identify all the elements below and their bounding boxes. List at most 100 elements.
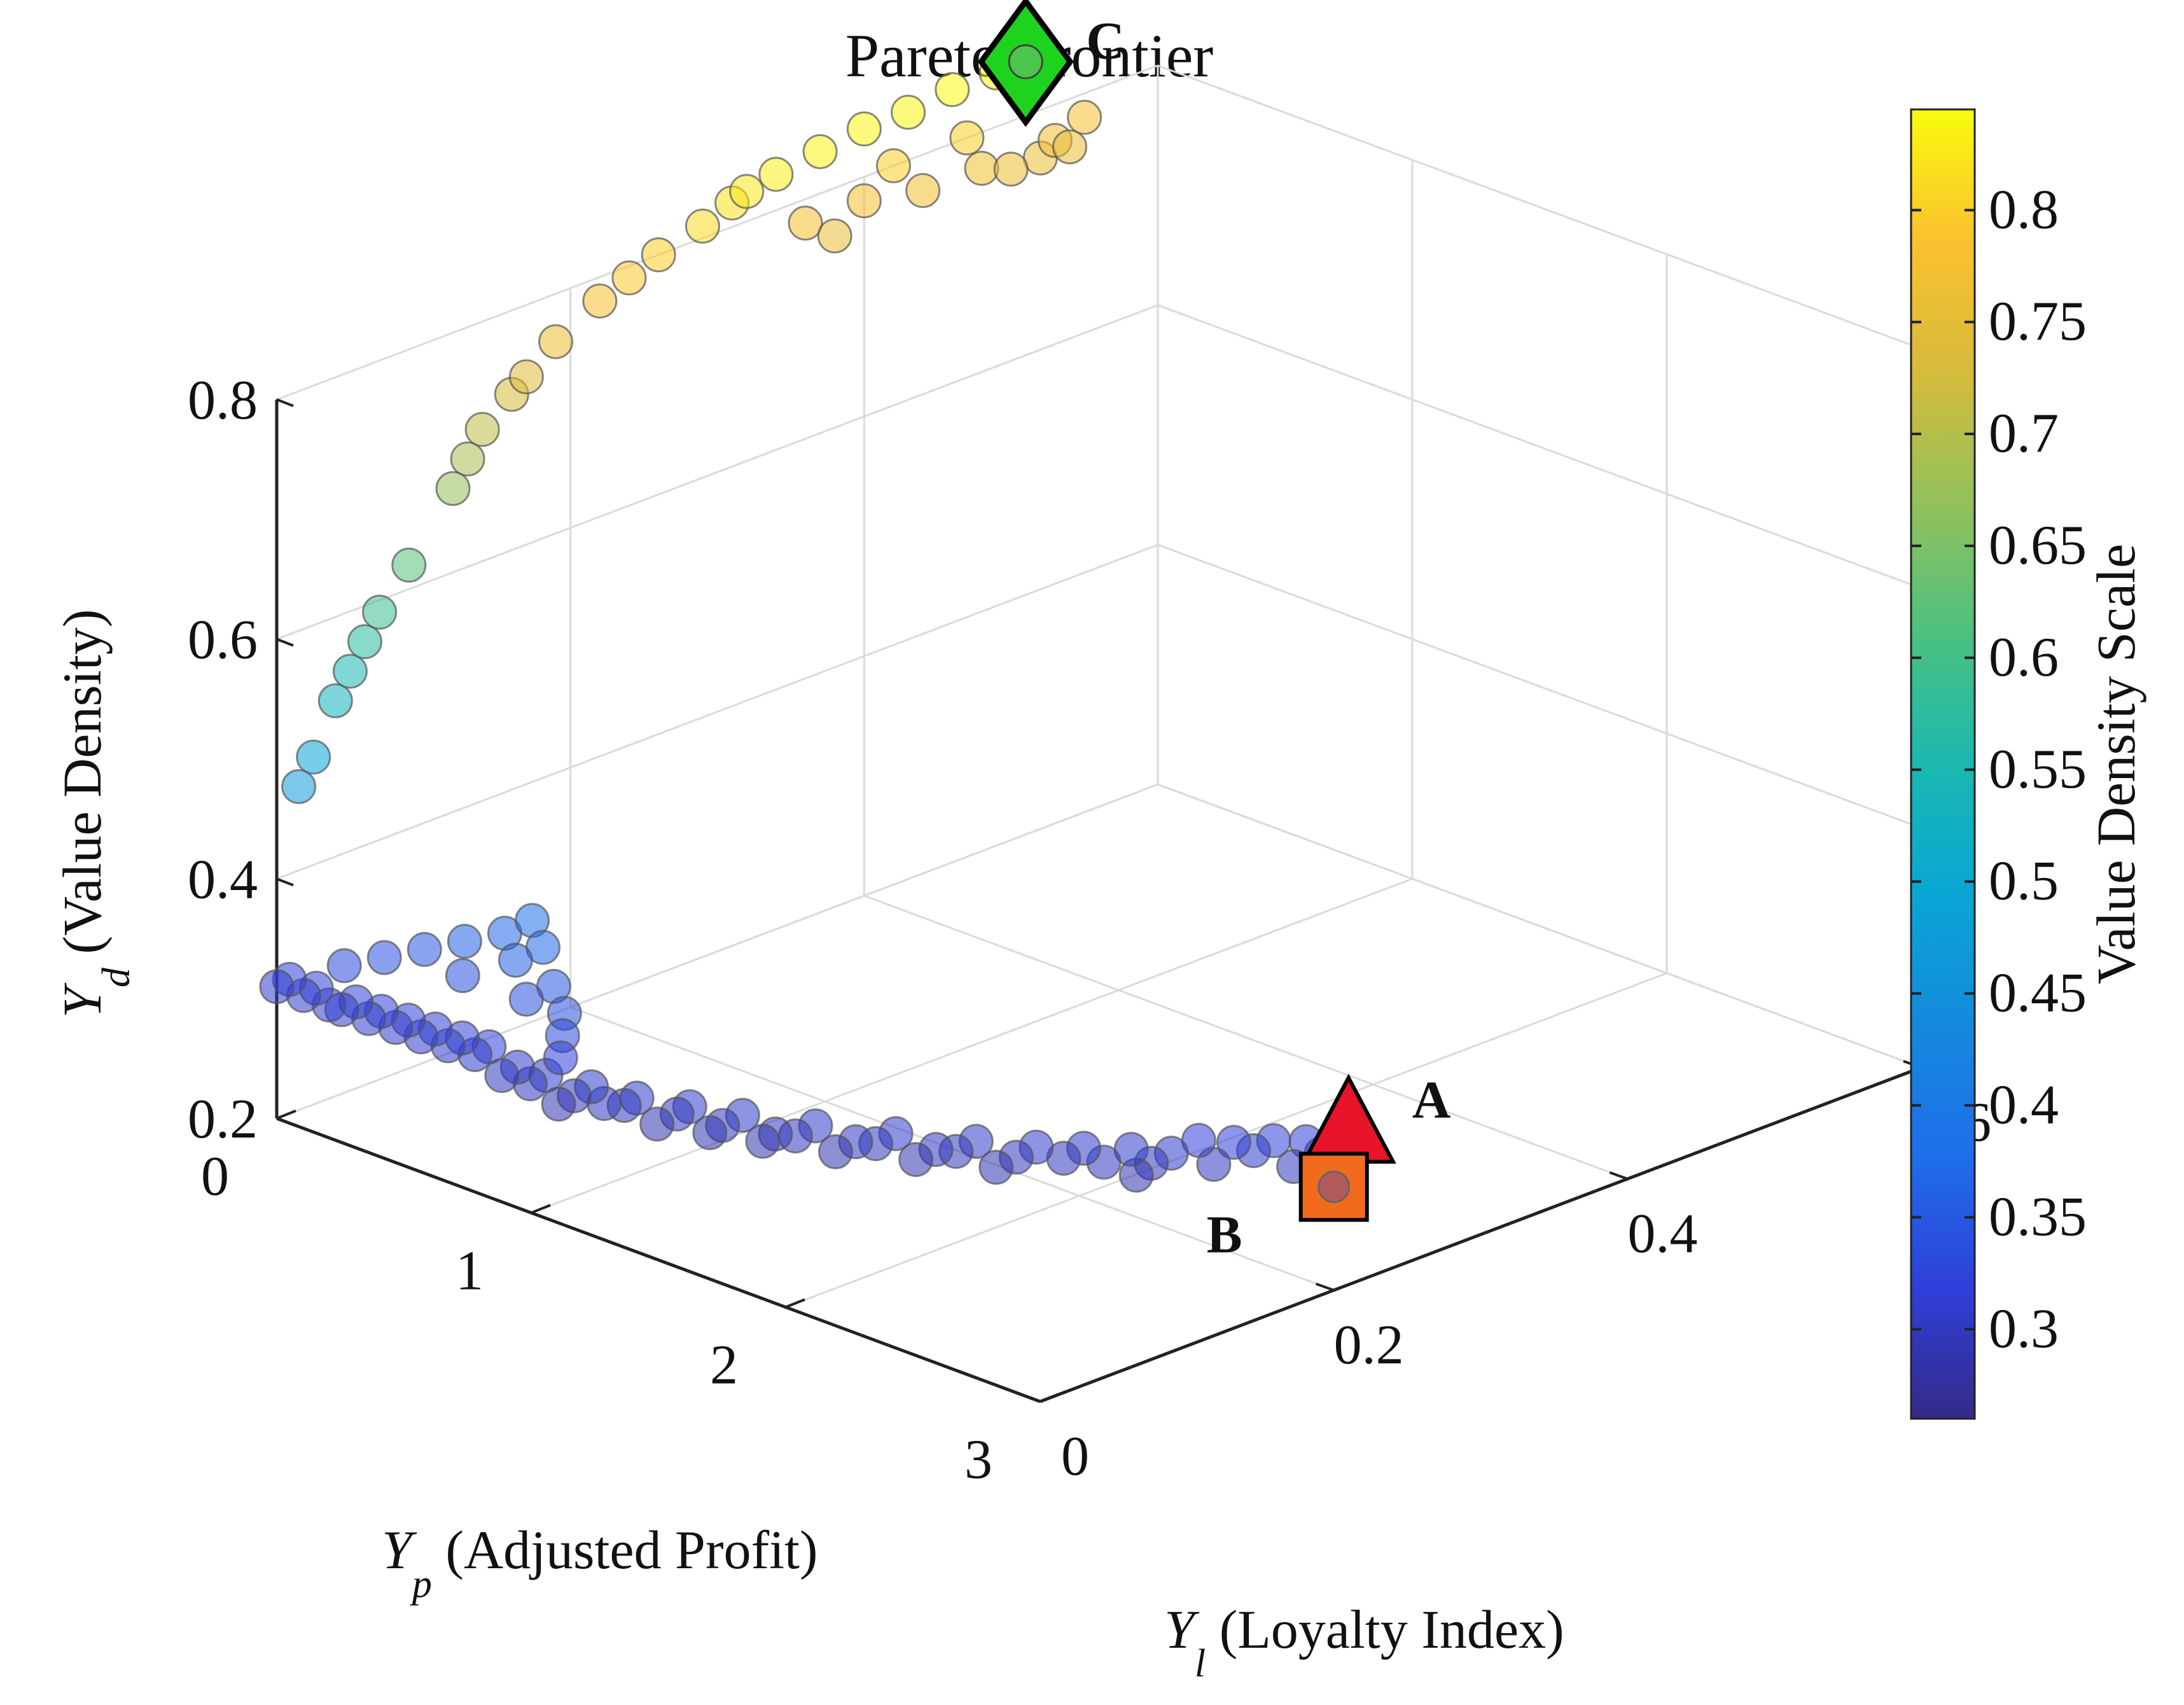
colorbar-tick-label: 0.7 xyxy=(1989,403,2059,464)
z-tick-label: 0.6 xyxy=(188,609,258,671)
colorbar-tick-label: 0.45 xyxy=(1989,963,2087,1024)
scatter-point xyxy=(846,183,882,219)
overlay-point xyxy=(1008,44,1043,80)
scatter-point xyxy=(978,1150,1014,1185)
scatter-point xyxy=(905,173,941,208)
scatter-point xyxy=(332,653,368,689)
scatter-point xyxy=(802,134,838,169)
scatter-point xyxy=(484,1058,520,1093)
scatter-point xyxy=(391,547,427,583)
y-tick-mark xyxy=(1315,1283,1335,1291)
scatter-point xyxy=(846,111,882,147)
colorbar-tick-label: 0.6 xyxy=(1989,627,2059,688)
scatter-point xyxy=(817,218,852,254)
scatter-point xyxy=(935,72,970,108)
colorbar-gradient xyxy=(1910,108,1976,1420)
x-tick-label: 1 xyxy=(456,1240,483,1302)
scatter-point xyxy=(508,982,544,1017)
colorbar-tick-label: 0.55 xyxy=(1989,739,2087,800)
y-tick-label: 0 xyxy=(1061,1426,1089,1487)
scatter-point xyxy=(508,359,544,394)
scatter-point xyxy=(435,471,471,506)
colorbar-tick-label: 0.8 xyxy=(1989,179,2059,240)
grid-floor-x xyxy=(531,877,1413,1214)
z-tick-mark xyxy=(276,398,294,407)
axis-labels: Yp (Adjusted Profit) Yl (Loyalty Index) … xyxy=(52,609,1564,1685)
annotation-c: C xyxy=(977,0,1125,127)
x-tick-mark xyxy=(1040,1393,1060,1403)
x-tick-label: 3 xyxy=(964,1429,992,1491)
x-tick-mark xyxy=(276,1110,296,1120)
colorbar-tick-label: 0.75 xyxy=(1989,291,2087,352)
grid-backwall-z xyxy=(276,783,1158,1120)
grid-floor-y xyxy=(863,894,1628,1180)
x-tick-mark xyxy=(785,1298,805,1309)
scatter-point xyxy=(366,940,402,975)
z-tick-label: 0.2 xyxy=(188,1089,258,1150)
triangle-marker xyxy=(1300,1073,1396,1164)
scatter-point xyxy=(891,94,926,130)
scatter-point xyxy=(876,148,911,183)
x-tick-mark xyxy=(531,1204,551,1214)
scatter-point xyxy=(259,969,295,1005)
scatter-point xyxy=(639,1106,675,1142)
colorbar-tick-label: 0.65 xyxy=(1989,515,2087,576)
scatter-point xyxy=(538,324,574,359)
grid-lines xyxy=(275,64,1923,1403)
colorbar: 0.3 0.35 0.4 0.45 0.5 0.55 0.6 0.65 0.7 0.75 0.8 V… xyxy=(1910,108,2146,1420)
scatter-point xyxy=(296,739,331,775)
scatter-point xyxy=(949,120,985,156)
scatter-point xyxy=(347,624,382,660)
colorbar-tick-label: 0.5 xyxy=(1989,851,2059,912)
y-axis-line xyxy=(1040,1066,1922,1403)
z-tick-label: 0.8 xyxy=(188,370,258,431)
scatter-point xyxy=(450,441,485,477)
z-tick-mark xyxy=(276,1117,294,1126)
grid-backwall-z xyxy=(276,543,1158,880)
scatter-point xyxy=(326,948,362,984)
scatter-point xyxy=(407,931,442,967)
scatter-point xyxy=(692,1115,728,1150)
scatter-point xyxy=(464,412,500,447)
annotation-label-b: B xyxy=(1207,1206,1242,1265)
scatter-point xyxy=(362,594,398,630)
annotations: A B C xyxy=(977,0,1451,1265)
data-points xyxy=(259,44,1354,1193)
annotation-label-a: A xyxy=(1412,1071,1451,1130)
y-tick-label: 0.4 xyxy=(1627,1203,1697,1265)
colorbar-label: Value Density Scale xyxy=(2085,544,2146,985)
scatter-point xyxy=(281,769,317,804)
scatter-point xyxy=(758,157,794,192)
colorbar-ticks: 0.3 0.35 0.4 0.45 0.5 0.55 0.6 0.65 0.7 0.75 0.8 xyxy=(1911,179,2087,1360)
scatter-point xyxy=(582,283,618,319)
scatter-point xyxy=(447,924,482,959)
y-tick-mark xyxy=(1609,1171,1629,1180)
annotation-label-c: C xyxy=(1086,11,1125,71)
colorbar-tick-label: 0.3 xyxy=(1989,1298,2059,1360)
colorbar-tick-label: 0.4 xyxy=(1989,1074,2059,1136)
scatter-point xyxy=(818,1134,853,1169)
scatter-point xyxy=(788,205,823,241)
grid-backwall-z xyxy=(276,304,1158,641)
scatter-point xyxy=(745,1124,781,1159)
annotation-b: B xyxy=(1207,1152,1369,1265)
scatter-point xyxy=(729,174,765,209)
scatter-point xyxy=(541,1087,576,1122)
scatter-point xyxy=(445,958,480,993)
x-axis-line xyxy=(276,1117,1041,1403)
grid-sidewall-z xyxy=(1157,64,1922,350)
annotation-a: A xyxy=(1300,1071,1451,1164)
scatter-point xyxy=(611,260,647,296)
scatter-point xyxy=(898,1142,934,1178)
x-tick-label: 0 xyxy=(201,1146,229,1207)
z-axis-label: Yd (Value Density) xyxy=(52,609,138,1018)
z-tick-mark xyxy=(276,637,294,647)
grid-sidewall-z xyxy=(1157,543,1922,829)
grid-sidewall-z xyxy=(1157,304,1922,590)
z-tick-label: 0.4 xyxy=(188,849,258,910)
y-axis-label: Yl (Loyalty Index) xyxy=(1164,1599,1564,1685)
scatter-point xyxy=(1067,99,1102,135)
colorbar-tick-label: 0.35 xyxy=(1989,1186,2087,1248)
x-tick-label: 2 xyxy=(710,1335,738,1396)
